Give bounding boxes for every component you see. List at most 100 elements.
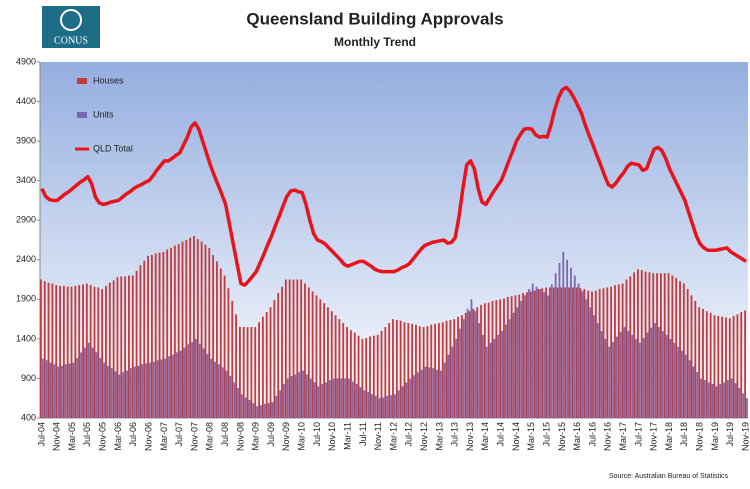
bar — [254, 327, 257, 418]
bar — [284, 279, 287, 418]
bar — [392, 319, 394, 418]
bar — [53, 364, 56, 418]
bar — [688, 360, 691, 418]
bar — [223, 275, 226, 418]
bar — [466, 308, 469, 418]
x-tick-label: Mar-18 — [664, 422, 674, 451]
bar — [265, 311, 268, 418]
bar — [472, 308, 475, 418]
bar — [305, 374, 308, 418]
bar — [646, 332, 649, 418]
bar — [499, 299, 502, 418]
bar — [384, 327, 387, 418]
bar — [120, 276, 123, 418]
x-tick-label: Nov-19 — [740, 422, 750, 451]
bar — [638, 342, 641, 418]
bar — [684, 354, 687, 418]
bar — [346, 327, 348, 418]
bar — [183, 347, 186, 418]
bar — [235, 314, 237, 418]
bar — [480, 304, 482, 418]
bar — [221, 367, 224, 418]
line — [40, 85, 748, 287]
bar — [518, 294, 521, 418]
bar — [730, 378, 733, 418]
bar — [349, 330, 352, 418]
bar — [476, 307, 479, 418]
legend-swatch — [77, 112, 87, 118]
bar — [637, 269, 639, 418]
x-tick-label: Jul-11 — [358, 422, 368, 446]
bar — [665, 334, 668, 418]
bar — [633, 272, 636, 418]
x-tick-label: Nov-06 — [143, 422, 153, 451]
bar — [397, 390, 400, 418]
legend-label: Units — [93, 109, 114, 119]
bar — [744, 310, 746, 418]
bar — [512, 312, 515, 418]
bar — [631, 334, 634, 418]
bar — [78, 285, 81, 418]
x-tick-label: Nov-17 — [649, 422, 659, 451]
bar — [328, 380, 331, 418]
bar — [304, 283, 306, 418]
bar — [552, 287, 555, 418]
bar — [296, 279, 299, 418]
bar — [497, 334, 500, 418]
bar — [570, 267, 572, 418]
bar — [409, 378, 412, 418]
bar — [382, 397, 385, 418]
bar — [214, 361, 216, 418]
bar — [504, 324, 507, 418]
bar — [441, 322, 444, 418]
bar — [95, 352, 98, 418]
bar — [403, 322, 406, 418]
x-tick-label: Jul-15 — [541, 422, 551, 447]
bar — [319, 299, 322, 418]
bar — [558, 262, 561, 418]
bar — [520, 300, 523, 418]
bar — [598, 289, 601, 418]
bar — [210, 358, 213, 418]
bar — [149, 362, 151, 418]
bar — [652, 273, 655, 418]
bar — [281, 286, 283, 418]
y-tick-label: 4400 — [16, 96, 36, 106]
x-tick-label: Nov-10 — [327, 422, 337, 451]
bar — [436, 369, 438, 418]
bar — [573, 275, 576, 418]
bar — [535, 286, 538, 418]
bar — [723, 382, 725, 418]
bar — [457, 316, 459, 418]
bar — [374, 395, 377, 418]
y-tick-label: 2900 — [16, 215, 36, 225]
bar — [399, 320, 402, 418]
x-tick-label: Mar-12 — [388, 422, 398, 451]
bar — [600, 330, 603, 418]
bar — [661, 330, 664, 418]
bar — [367, 391, 370, 418]
bar — [690, 295, 693, 418]
bar — [315, 295, 318, 418]
bar — [208, 247, 211, 418]
bar — [99, 357, 102, 418]
bar — [261, 316, 264, 418]
bar — [663, 273, 666, 418]
bar — [290, 376, 293, 418]
bar — [216, 261, 218, 418]
bar — [734, 383, 737, 418]
bar — [629, 276, 632, 418]
bar — [66, 286, 69, 418]
bar — [742, 393, 745, 418]
bar — [41, 358, 44, 418]
bar — [250, 327, 253, 418]
bar — [179, 350, 182, 418]
bar — [378, 398, 381, 418]
bar — [575, 287, 578, 418]
bar — [434, 323, 437, 418]
bar — [468, 311, 471, 418]
bar — [51, 283, 54, 418]
x-tick-label: Mar-13 — [434, 422, 444, 451]
bar — [732, 315, 735, 418]
bar — [334, 315, 337, 418]
